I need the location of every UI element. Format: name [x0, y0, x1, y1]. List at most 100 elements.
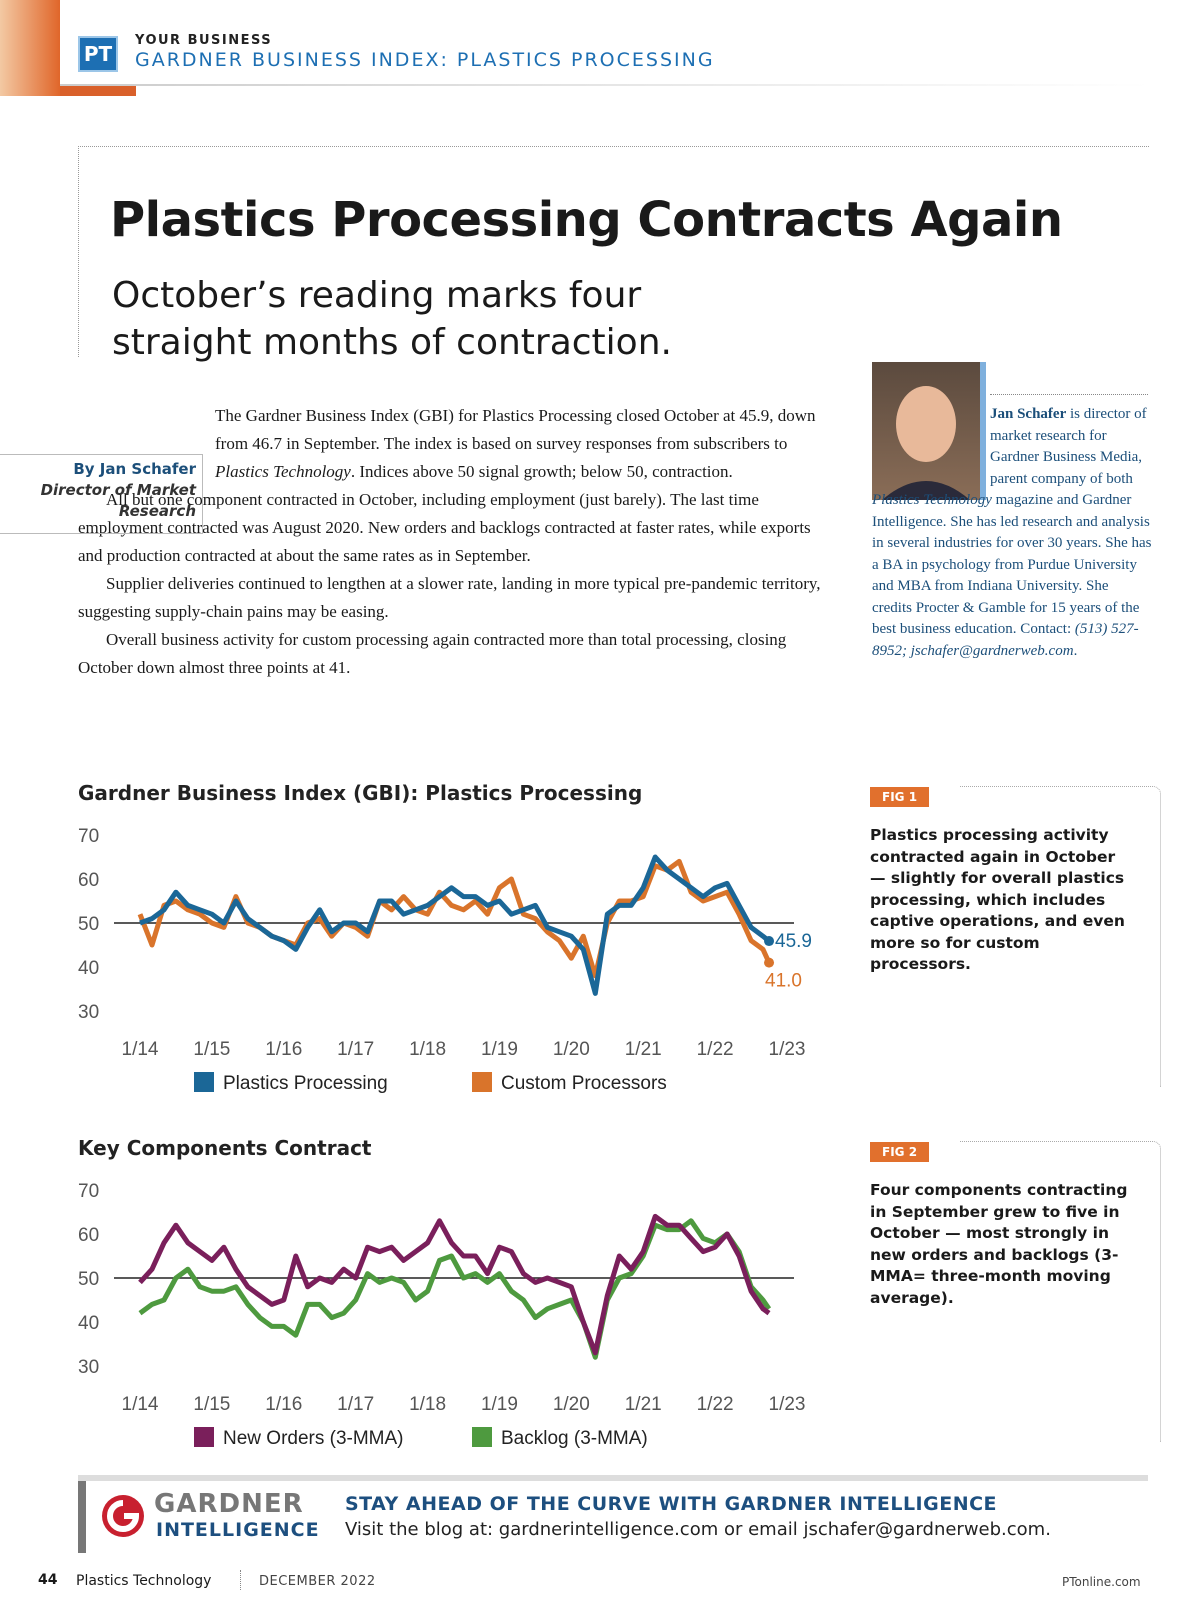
bio-run: . [1073, 642, 1078, 659]
bio-run: (513) 527-8952; jschafer@gardnerweb.com [872, 621, 1139, 659]
header-accent-bar [60, 86, 136, 96]
banner: GARDNER INTELLIGENCE STAY AHEAD OF THE C… [78, 1475, 1148, 1553]
chart-title: Gardner Business Index (GBI): Plastics P… [78, 781, 642, 805]
bio-run: is director of market research for Gardn… [990, 406, 1147, 487]
end-point [764, 957, 775, 968]
y-tick-label: 30 [78, 1002, 99, 1023]
footer-divider [240, 1570, 241, 1590]
text-run: Overall business activity for custom pro… [78, 630, 787, 677]
fig-text: Plastics processing activity contracted … [870, 826, 1125, 973]
footer-date: DECEMBER 2022 [259, 1574, 376, 1589]
y-tick-label: 70 [78, 1181, 99, 1202]
x-tick-label: 1/21 [625, 1039, 662, 1060]
y-tick-label: 30 [78, 1357, 99, 1378]
x-tick-label: 1/19 [481, 1394, 518, 1415]
text-run: Plastics Technology [215, 462, 351, 481]
fig-label: FIG 2 [870, 1142, 930, 1162]
pt-badge: PT [78, 36, 118, 72]
x-tick-label: 1/14 [122, 1039, 159, 1060]
x-tick-label: 1/19 [481, 1039, 518, 1060]
fig-caption: FIG 2 Four components contracting in Sep… [870, 1141, 1130, 1309]
y-tick-label: 50 [78, 1269, 99, 1290]
banner-headline: STAY AHEAD OF THE CURVE WITH GARDNER INT… [345, 1493, 998, 1515]
x-tick-label: 1/20 [553, 1394, 590, 1415]
legend-swatch [194, 1072, 214, 1092]
series-line [139, 854, 771, 996]
y-tick-label: 50 [78, 914, 99, 935]
x-tick-label: 1/20 [553, 1039, 590, 1060]
bio-run: magazine and Gardner Intelligence. She h… [872, 492, 1152, 637]
title-frame [78, 146, 1149, 357]
text-run: All but one component contracted in Octo… [78, 490, 811, 565]
x-tick-label: 1/23 [769, 1039, 806, 1060]
x-tick-label: 1/14 [122, 1394, 159, 1415]
x-tick-label: 1/15 [193, 1394, 230, 1415]
bio-rule [990, 394, 1148, 395]
fig-text: Four components contracting in September… [870, 1181, 1128, 1307]
article-title: Plastics Processing Contracts Again [110, 192, 1063, 248]
chart-title: Key Components Contract [78, 1136, 372, 1160]
paragraph: The Gardner Business Index (GBI) for Pla… [78, 402, 828, 486]
paragraph: Overall business activity for custom pro… [78, 626, 828, 682]
legend-label: Backlog (3-MMA) [501, 1428, 648, 1449]
bio-text: Jan Schafer is director of market resear… [872, 404, 1152, 662]
paragraphs: The Gardner Business Index (GBI) for Pla… [78, 402, 828, 682]
series-line [138, 1213, 771, 1356]
value-label: 45.9 [775, 931, 812, 952]
x-tick-label: 1/23 [769, 1394, 806, 1415]
x-tick-label: 1/21 [625, 1394, 662, 1415]
fig-frame [960, 786, 1161, 1087]
footer-site: PTonline.com [1062, 1575, 1141, 1589]
x-tick-label: 1/17 [337, 1039, 374, 1060]
x-tick-label: 1/18 [409, 1039, 446, 1060]
header-accent [0, 0, 60, 96]
author-bio: Jan Schafer is director of market resear… [872, 404, 1152, 662]
header-section: YOUR BUSINESS [135, 33, 273, 48]
text-run: . Indices above 50 signal growth; below … [350, 462, 733, 481]
legend-swatch [194, 1427, 214, 1447]
x-tick-label: 1/22 [697, 1394, 734, 1415]
fig-frame [960, 1141, 1161, 1442]
y-tick-label: 60 [78, 1225, 99, 1246]
x-tick-label: 1/15 [193, 1039, 230, 1060]
banner-text: Visit the blog at: gardnerintelligence.c… [345, 1519, 1051, 1540]
x-tick-label: 1/18 [409, 1394, 446, 1415]
banner-edge [78, 1481, 86, 1553]
legend-label: New Orders (3-MMA) [223, 1428, 404, 1449]
page-number: 44 [38, 1572, 58, 1588]
fig-caption: FIG 1 Plastics processing activity contr… [870, 786, 1130, 976]
fig-label: FIG 1 [870, 787, 930, 807]
byline-box: By Jan Schafer Director of Market Resear… [0, 454, 203, 534]
legend-label: Plastics Processing [223, 1073, 388, 1094]
article-body: By Jan Schafer Director of Market Resear… [0, 402, 828, 682]
subtitle-line: straight months of contraction. [112, 322, 672, 363]
legend-label: Custom Processors [501, 1073, 667, 1094]
value-label: 41.0 [765, 971, 802, 992]
article-subtitle: October’s reading marks four straight mo… [112, 272, 672, 366]
text-run: The Gardner Business Index (GBI) for Pla… [215, 406, 816, 453]
x-tick-label: 1/22 [697, 1039, 734, 1060]
paragraph: Supplier deliveries continued to lengthe… [78, 570, 828, 626]
y-tick-label: 70 [78, 826, 99, 847]
x-tick-label: 1/17 [337, 1394, 374, 1415]
legend-swatch [472, 1072, 492, 1092]
y-tick-label: 40 [78, 958, 99, 979]
y-tick-label: 60 [78, 870, 99, 891]
y-tick-label: 40 [78, 1313, 99, 1334]
bio-run: Jan Schafer [990, 406, 1067, 422]
x-tick-label: 1/16 [265, 1394, 302, 1415]
paragraph: All but one component contracted in Octo… [78, 486, 828, 570]
chart: Gardner Business Index (GBI): Plastics P… [78, 781, 812, 1094]
footer-magazine: Plastics Technology [76, 1573, 212, 1589]
gardner-logo-mark [102, 1495, 144, 1537]
header-rule [60, 84, 1150, 86]
x-tick-label: 1/16 [265, 1039, 302, 1060]
text-run: Supplier deliveries continued to lengthe… [78, 574, 821, 621]
author-photo [872, 362, 986, 500]
legend-swatch [472, 1427, 492, 1447]
byline-name: By Jan Schafer [73, 460, 196, 478]
bio-run: Plastics Technology [872, 492, 992, 508]
byline-role: Director of Market Research [40, 481, 196, 520]
series-line [138, 1218, 772, 1360]
